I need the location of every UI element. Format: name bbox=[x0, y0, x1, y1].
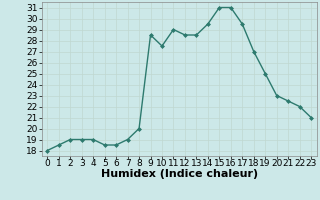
X-axis label: Humidex (Indice chaleur): Humidex (Indice chaleur) bbox=[100, 169, 258, 179]
